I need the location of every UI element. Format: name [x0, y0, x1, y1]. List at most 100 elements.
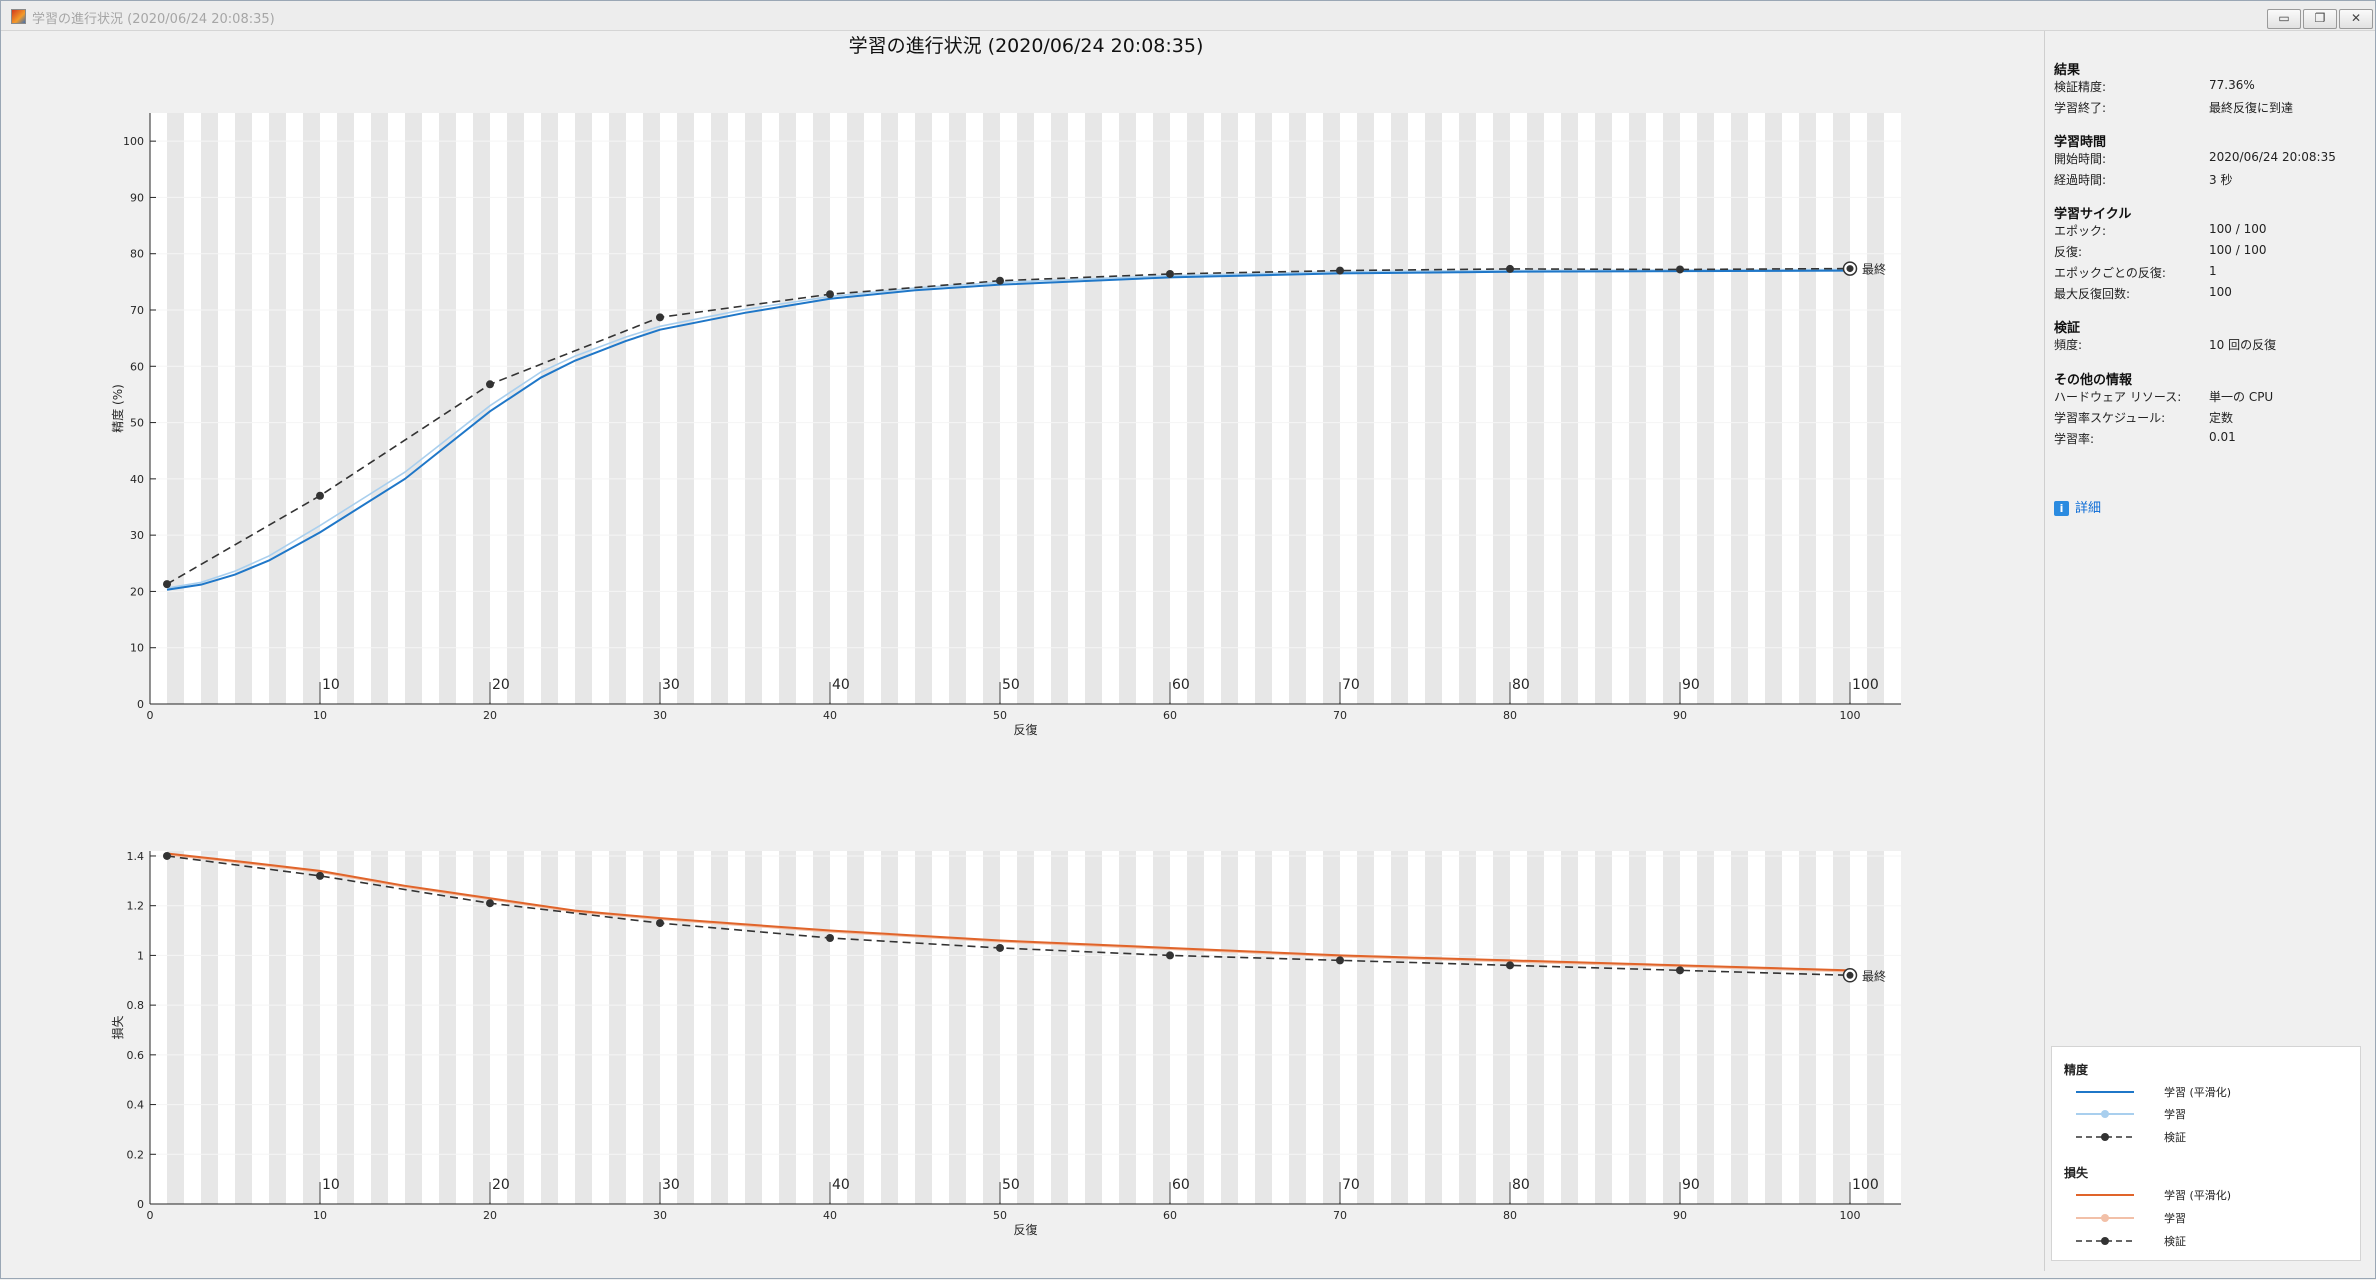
info-value: 単一の CPU: [2209, 390, 2274, 404]
x-tick-label: 40: [823, 709, 837, 722]
results-title: 結果: [2054, 63, 2081, 78]
epoch-band: [1323, 113, 1340, 704]
info-value: 定数: [2209, 411, 2234, 425]
epoch-band: [1221, 851, 1238, 1204]
legend-item-acc-train: 学習: [2064, 1105, 2324, 1123]
info-value: 10 回の反復: [2209, 338, 2277, 352]
epoch-band: [643, 113, 660, 704]
epoch-band: [1391, 851, 1408, 1204]
epoch-band: [983, 113, 1000, 704]
epoch-band: [1867, 851, 1884, 1204]
epoch-label: 60: [1172, 1177, 1190, 1193]
validation-point: [1336, 266, 1344, 275]
validation-point: [1506, 961, 1514, 970]
info-key: 経過時間:: [2054, 173, 2107, 187]
info-key: 学習率スケジュール:: [2054, 411, 2166, 425]
y-tick-label: 30: [130, 529, 144, 542]
details-link[interactable]: i 詳細: [2054, 497, 2101, 516]
info-row: 頻度: 10 回の反復: [2054, 335, 2354, 356]
cycle-section: 学習サイクル エポック: 100 / 100 反復: 100 / 100 エポックご…: [2054, 203, 2354, 305]
epoch-label: 40: [832, 1177, 850, 1193]
epoch-band: [711, 113, 728, 704]
x-tick-label: 0: [147, 709, 154, 722]
epoch-label: 50: [1002, 1177, 1020, 1193]
y-tick-label: 50: [130, 417, 144, 430]
epoch-band: [405, 113, 422, 704]
epoch-band: [949, 851, 966, 1204]
epoch-band: [201, 113, 218, 704]
maximize-button[interactable]: ❐: [2303, 9, 2337, 29]
results-section: 結果 検証精度: 77.36% 学習終了: 最終反復に到達: [2054, 59, 2354, 119]
plot-title: 学習の進行状況 (2020/06/24 20:08:35): [848, 35, 1204, 57]
validation-point: [656, 313, 664, 322]
validation-point: [996, 276, 1004, 285]
info-row: 学習終了: 最終反復に到達: [2054, 98, 2354, 119]
epoch-band: [745, 113, 762, 704]
epoch-band: [201, 851, 218, 1204]
loss-plot: [149, 851, 1901, 1205]
y-tick-label: 70: [130, 304, 144, 317]
info-icon: i: [2054, 501, 2069, 516]
validation-point: [826, 290, 834, 299]
x-tick-label: 70: [1333, 709, 1347, 722]
epoch-label: 90: [1682, 677, 1700, 693]
epoch-label: 50: [1002, 677, 1020, 693]
y-tick-label: 1.4: [127, 850, 145, 863]
close-button[interactable]: ✕: [2339, 9, 2373, 29]
epoch-band: [1051, 113, 1068, 704]
legend-label: 検証: [2164, 1131, 2186, 1144]
epoch-band: [1561, 113, 1578, 704]
legend-label: 学習 (平滑化): [2164, 1189, 2232, 1202]
epoch-band: [235, 851, 252, 1204]
epoch-band: [1799, 851, 1816, 1204]
epoch-band: [575, 113, 592, 704]
epoch-band: [1697, 113, 1714, 704]
epoch-band: [1255, 851, 1272, 1204]
validation-point: [826, 934, 834, 943]
epoch-band: [1867, 113, 1884, 704]
epoch-band: [779, 113, 796, 704]
epoch-band: [915, 851, 932, 1204]
x-tick-label: 60: [1163, 1209, 1177, 1222]
validation-point: [1336, 956, 1344, 965]
x-tick-label: 60: [1163, 709, 1177, 722]
epoch-band: [371, 113, 388, 704]
epoch-band: [507, 113, 524, 704]
epoch-band: [847, 851, 864, 1204]
minimize-button[interactable]: ▭: [2267, 9, 2301, 29]
epoch-band: [1051, 851, 1068, 1204]
epoch-band: [1493, 851, 1510, 1204]
epoch-band: [677, 851, 694, 1204]
epoch-label: 60: [1172, 677, 1190, 693]
title-bar: 学習の進行状況 (2020/06/24 20:08:35) ▭ ❐ ✕: [1, 1, 2375, 31]
y-tick-label: 0.4: [127, 1099, 145, 1112]
y-tick-label: 100: [123, 135, 144, 148]
epoch-label: 10: [322, 1177, 340, 1193]
epoch-band: [711, 851, 728, 1204]
epoch-band: [473, 851, 490, 1204]
info-key: 開始時間:: [2054, 152, 2107, 166]
epoch-band: [1289, 851, 1306, 1204]
y-tick-label: 0.6: [127, 1049, 145, 1062]
info-row: 反復: 100 / 100: [2054, 242, 2354, 263]
other-info-title: その他の情報: [2054, 373, 2133, 388]
final-label: 最終: [1862, 968, 1886, 983]
legend-label: 学習: [2164, 1108, 2186, 1121]
epoch-band: [949, 113, 966, 704]
epoch-band: [847, 113, 864, 704]
epoch-band: [779, 851, 796, 1204]
validation-point: [316, 491, 324, 500]
epoch-band: [1119, 851, 1136, 1204]
x-tick-label: 90: [1673, 709, 1687, 722]
y-axis-label: 損失: [110, 1015, 125, 1039]
info-row: 検証精度: 77.36%: [2054, 77, 2354, 98]
epoch-band: [1221, 113, 1238, 704]
validation-point: [1166, 951, 1174, 960]
epoch-band: [881, 851, 898, 1204]
y-tick-label: 0.8: [127, 999, 145, 1012]
epoch-label: 10: [322, 677, 340, 693]
epoch-label: 80: [1512, 1177, 1530, 1193]
legend: 精度 学習 (平滑化) 学習 検証 損失 学習 (平滑化) 学習 検証: [2051, 1046, 2361, 1261]
epoch-label: 70: [1342, 677, 1360, 693]
